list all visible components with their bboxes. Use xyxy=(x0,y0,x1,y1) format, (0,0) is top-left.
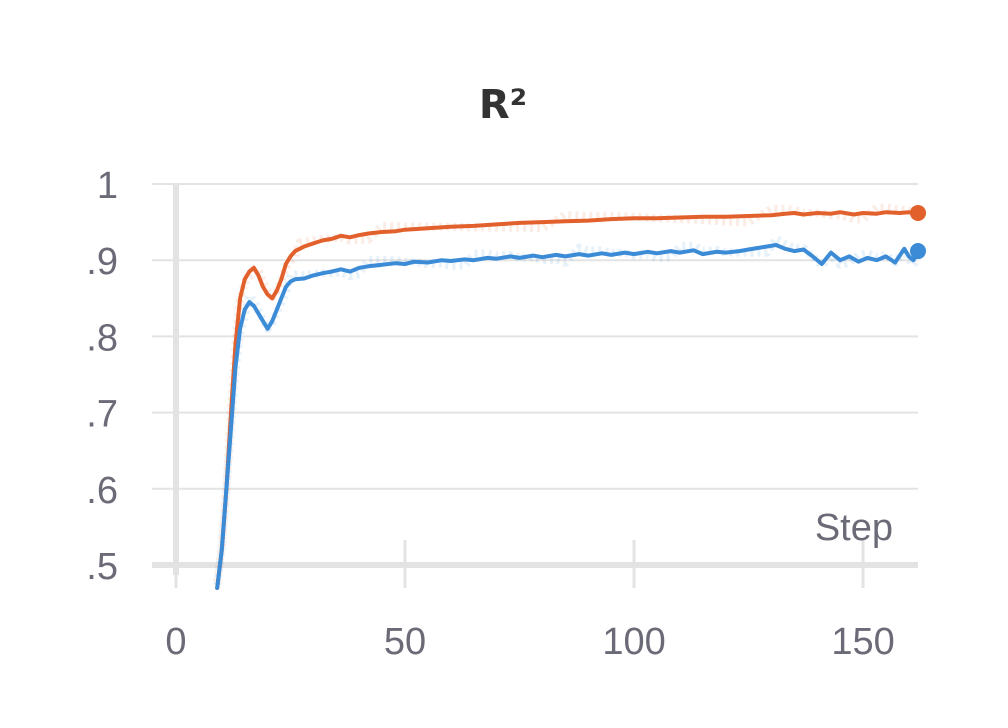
y-tick-label: .6 xyxy=(86,470,118,512)
x-tick-label: 100 xyxy=(602,621,665,663)
series-end-point xyxy=(910,243,926,260)
chart-title: R² xyxy=(479,82,527,128)
series-end-point xyxy=(910,204,926,221)
x-tick-label: 50 xyxy=(384,621,426,663)
x-axis-label: Step xyxy=(815,507,893,549)
grid-lines xyxy=(152,183,918,490)
series-line xyxy=(215,243,920,590)
y-tick-label: .5 xyxy=(86,546,118,588)
y-tick-label: 1 xyxy=(97,165,118,207)
y-tick-label: .9 xyxy=(86,241,118,283)
series-group xyxy=(213,203,926,590)
x-tick-label: 0 xyxy=(165,621,186,663)
tick-labels: .5 .6 .7 .8 .9 1 0 50 100 150 xyxy=(86,165,894,663)
axes xyxy=(152,184,918,588)
y-tick-label: .8 xyxy=(86,317,118,359)
series-line xyxy=(215,210,920,590)
y-tick-label: .7 xyxy=(86,394,118,436)
x-tick-label: 150 xyxy=(831,621,894,663)
